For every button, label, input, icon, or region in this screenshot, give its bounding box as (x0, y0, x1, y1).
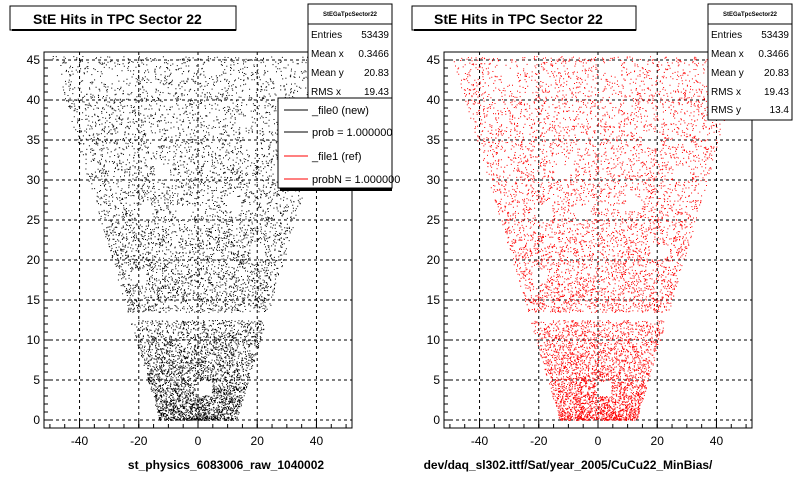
right-stats-box: StEGaTpcSector22 Entries 53439 Mean x 0.… (707, 3, 793, 121)
right-chart-title: StE Hits in TPC Sector 22 (434, 11, 603, 27)
right-chart-panel: StE Hits in TPC Sector 22 -40 -20 0 20 40 0 5 1… (411, 3, 793, 472)
y-tick-label: 15 (27, 293, 41, 307)
y-tick-label: 45 (427, 53, 441, 67)
y-tick-label: 5 (33, 373, 40, 387)
y-tick-label: 40 (27, 93, 41, 107)
y-tick-label: 0 (433, 413, 440, 427)
x-tick-label: 20 (651, 434, 665, 448)
right-stats-title: StEGaTpcSector22 (723, 12, 778, 18)
left-stats-value-entries: 53439 (361, 30, 389, 41)
left-stats-frame (307, 3, 393, 103)
right-stats-value-mean-y: 20.83 (764, 68, 789, 79)
x-tick-label: -20 (530, 434, 548, 448)
y-tick-label: 20 (27, 253, 41, 267)
left-axes: -40 -20 0 20 40 0 5 10 15 20 25 30 35 40 45 (27, 53, 347, 448)
left-chart-title: StE Hits in TPC Sector 22 (33, 11, 202, 27)
legend-label-prob: prob = 1.000000 (312, 127, 392, 139)
y-tick-label: 35 (427, 133, 441, 147)
right-title-box (411, 5, 637, 31)
right-x-axis-label: dev/daq_sl302.ittf/Sat/year_2005/CuCu22_… (424, 458, 713, 472)
left-stats-label-mean-y: Mean y (311, 68, 344, 79)
left-chart-panel: StE Hits in TPC Sector 22 -40 -20 0 20 40 0 5 1… (9, 3, 400, 472)
right-stats-value-mean-x: 0.3466 (758, 49, 789, 60)
y-tick-label: 10 (27, 333, 41, 347)
hit-point-cloud (52, 56, 344, 421)
left-title-shadow (12, 29, 236, 31)
legend: _file0 (new) prob = 1.000000 _file1 (ref… (277, 97, 400, 191)
left-x-axis-label: st_physics_6083006_raw_1040002 (128, 458, 324, 472)
x-tick-label: 0 (195, 434, 202, 448)
x-tick-label: 0 (595, 434, 602, 448)
right-stats-frame (707, 3, 793, 121)
y-tick-label: 45 (27, 53, 41, 67)
legend-label-file1: _file1 (ref) (311, 151, 362, 163)
left-stats-label-rms-x: RMS x (311, 87, 341, 98)
right-stats-label-rms-x: RMS x (711, 87, 741, 98)
x-tick-label: 20 (251, 434, 265, 448)
legend-label-file0: _file0 (new) (311, 105, 369, 117)
left-hit-points (52, 56, 344, 421)
right-hit-points (453, 56, 742, 421)
y-tick-label: 25 (27, 213, 41, 227)
right-stats-label-entries: Entries (711, 30, 742, 41)
hit-point-cloud (453, 56, 742, 421)
right-stats-label-mean-y: Mean y (711, 68, 744, 79)
y-tick-label: 40 (427, 93, 441, 107)
y-tick-label: 35 (27, 133, 41, 147)
x-tick-label: -40 (71, 434, 89, 448)
y-tick-label: 15 (427, 293, 441, 307)
y-tick-label: 20 (427, 253, 441, 267)
right-axes: -40 -20 0 20 40 0 5 10 15 20 25 30 35 40 45 (427, 53, 747, 448)
right-stats-value-entries: 53439 (761, 30, 789, 41)
left-stats-label-entries: Entries (311, 30, 342, 41)
y-tick-label: 10 (427, 333, 441, 347)
legend-label-probn: probN = 1.000000 (312, 174, 400, 186)
right-stats-label-rms-y: RMS y (711, 105, 741, 116)
right-stats-label-mean-x: Mean x (711, 49, 744, 60)
left-title-box (9, 5, 237, 31)
left-stats-label-mean-x: Mean x (311, 49, 344, 60)
left-stats-box: StEGaTpcSector22 Entries 53439 Mean x 0.… (307, 3, 393, 103)
x-tick-label: -20 (130, 434, 148, 448)
x-tick-label: -40 (471, 434, 489, 448)
legend-shadow (280, 188, 392, 191)
y-tick-label: 30 (27, 173, 41, 187)
left-stats-value-rms-x: 19.43 (364, 87, 389, 98)
x-tick-label: 40 (310, 434, 324, 448)
y-tick-label: 30 (427, 173, 441, 187)
right-stats-value-rms-x: 19.43 (764, 87, 789, 98)
left-stats-value-mean-x: 0.3466 (358, 49, 389, 60)
y-tick-label: 0 (33, 413, 40, 427)
right-title-shadow (414, 29, 636, 31)
left-stats-title: StEGaTpcSector22 (323, 12, 378, 18)
left-stats-value-mean-y: 20.83 (364, 68, 389, 79)
legend-frame (277, 97, 393, 189)
y-tick-label: 25 (427, 213, 441, 227)
x-tick-label: 40 (710, 434, 724, 448)
y-tick-label: 5 (433, 373, 440, 387)
right-stats-value-rms-y: 13.4 (770, 105, 790, 116)
